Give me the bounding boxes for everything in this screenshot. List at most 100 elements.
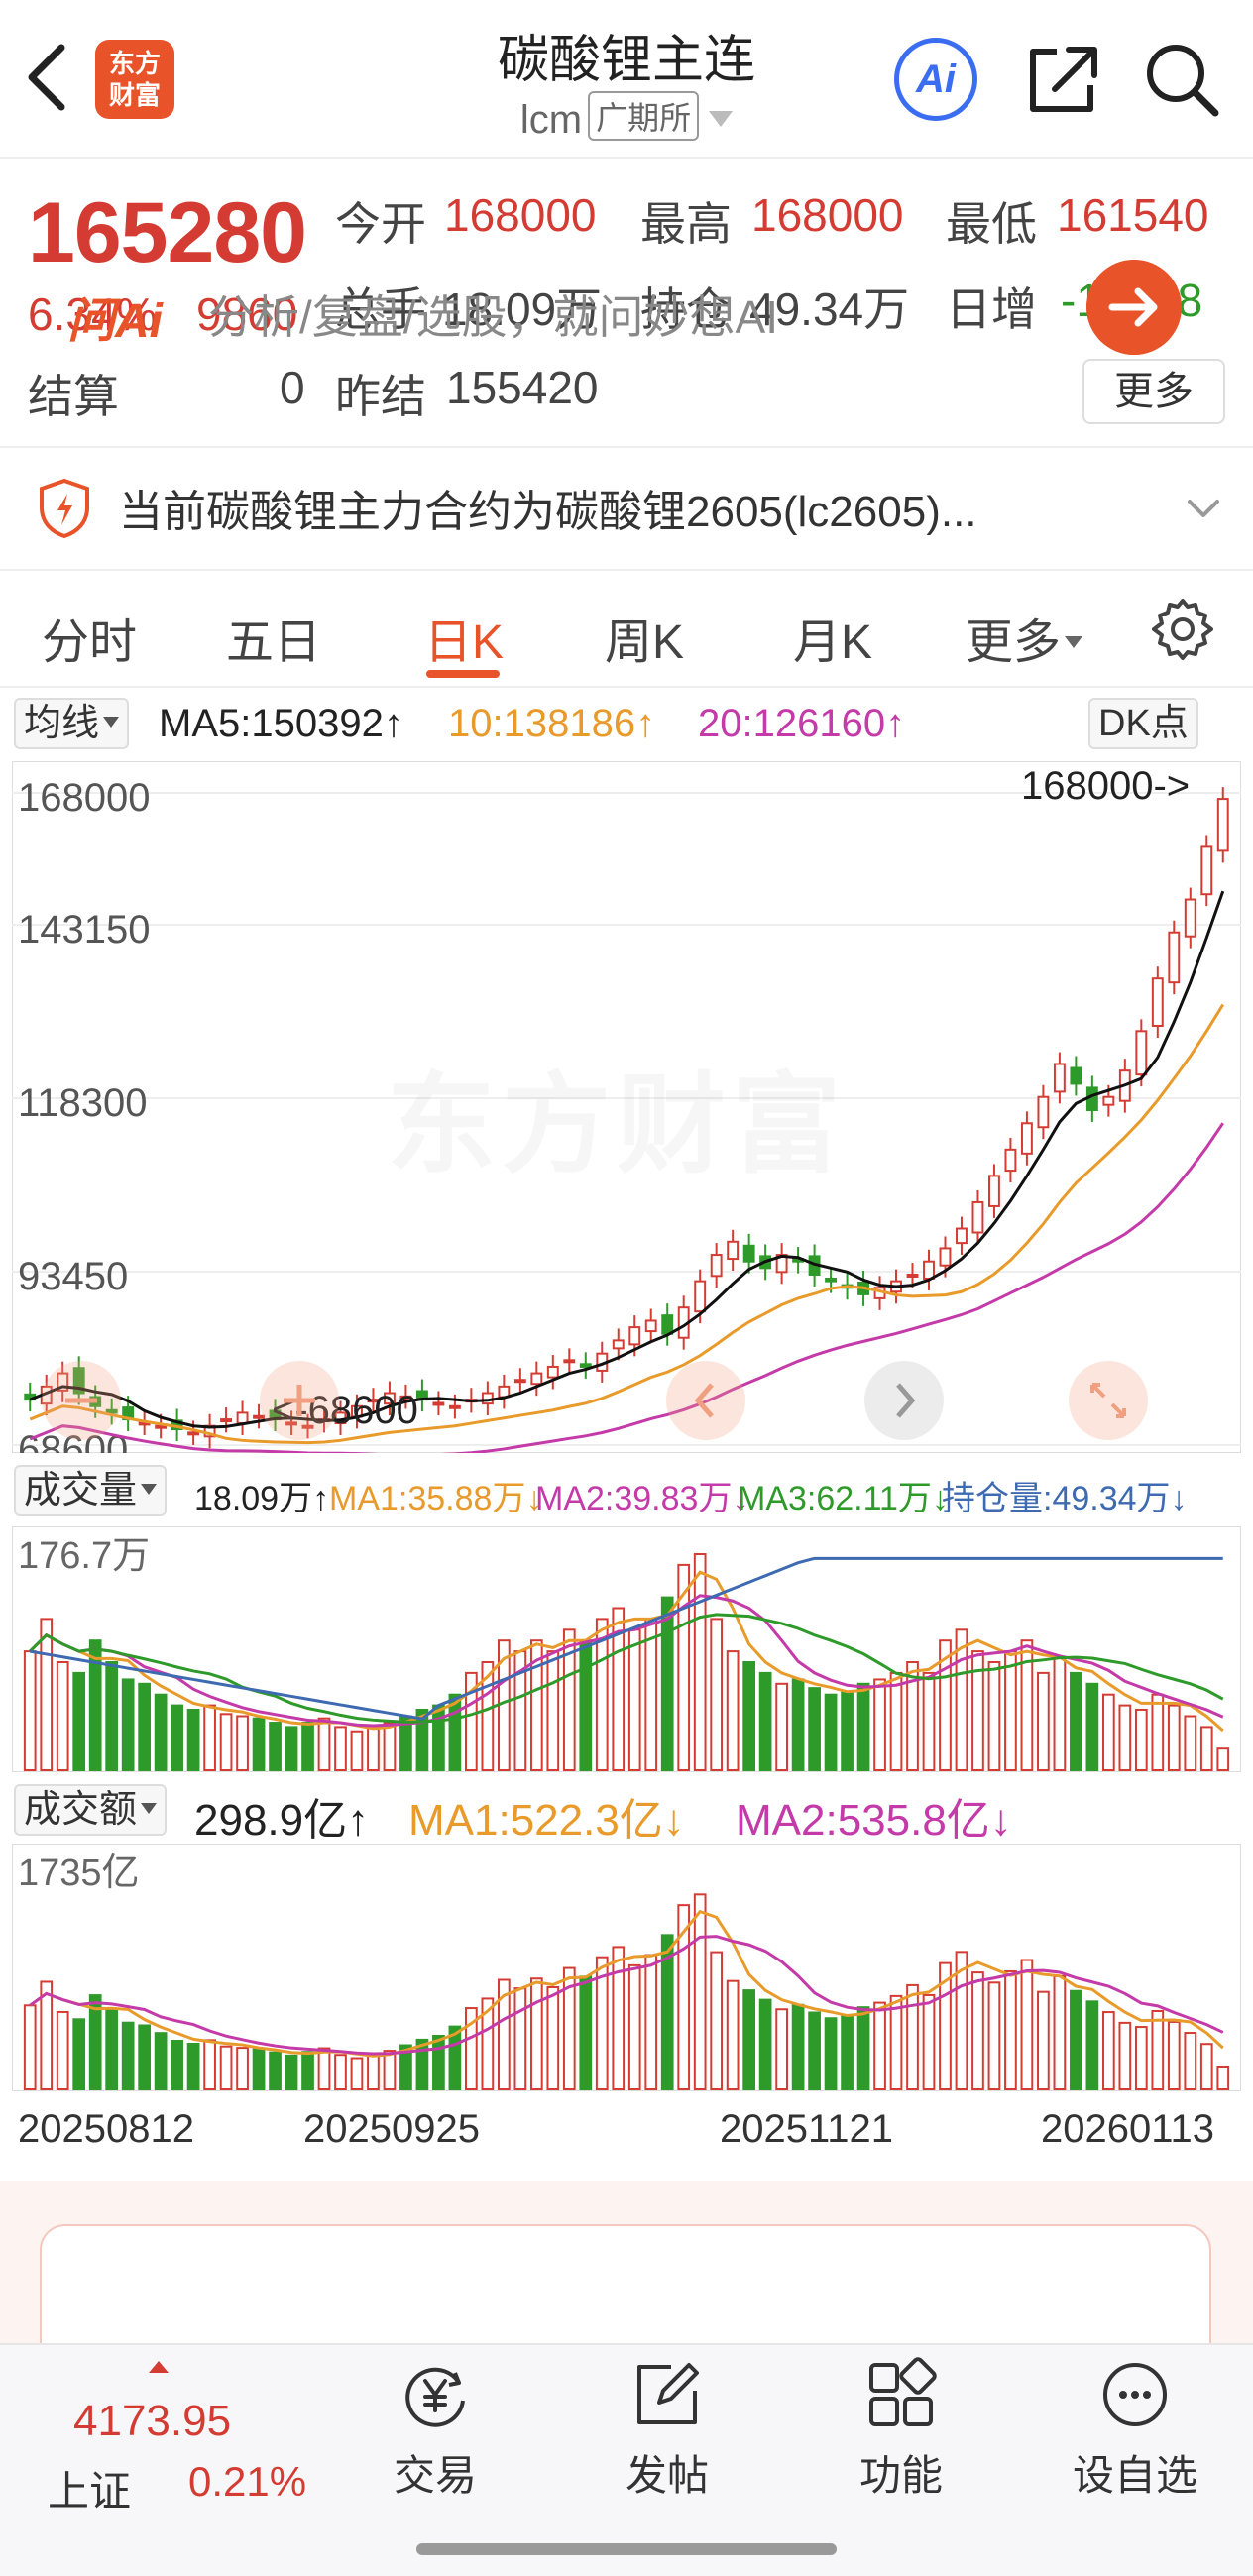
home-indicator (416, 2543, 837, 2555)
volume-bar (497, 1978, 511, 2090)
ai-query-input[interactable]: 分析/复盘/选股，就问妙想AI (208, 291, 779, 343)
gear-icon[interactable] (1150, 597, 1215, 662)
volume-bar (627, 1963, 641, 2090)
candle-body (220, 1418, 233, 1423)
tab-weekly-k[interactable]: 周K (605, 616, 685, 669)
caret-down-icon (141, 1484, 158, 1495)
tab-daily-k[interactable]: 日K (424, 616, 505, 669)
top-header: 东方 财富 碳酸锂主连 lcm 广期所 Ai (0, 0, 1253, 159)
volume-bar (1216, 2066, 1230, 2091)
tab-monthly-k[interactable]: 月K (793, 616, 873, 669)
volume-bar (627, 1628, 641, 1771)
more-quote-button[interactable]: 更多 (1082, 359, 1225, 424)
nav-post[interactable]: 发帖 (593, 2355, 741, 2523)
volume-bar (40, 1618, 54, 1772)
amount-selector[interactable]: 成交额 (14, 1784, 168, 1836)
volume-bar (350, 1730, 364, 1771)
candle-body (988, 1175, 1000, 1207)
volume-bar (317, 1717, 331, 1771)
dropdown-triangle-icon (709, 111, 734, 127)
amount-chart[interactable]: 1735亿 (12, 1844, 1241, 2091)
nav-add-watchlist[interactable]: 设自选 (1061, 2355, 1209, 2523)
nav-functions[interactable]: 功能 (827, 2355, 975, 2523)
chevron-right-button (864, 1361, 944, 1440)
ai-assistant-button[interactable]: Ai (894, 38, 977, 121)
notice-text: 当前碳酸锂主力合约为碳酸锂2605(lc2605)... (119, 488, 977, 536)
volume-bar (317, 2047, 331, 2090)
volume-bar (252, 1717, 266, 1771)
ma5-line (29, 890, 1225, 1429)
search-icon[interactable] (1140, 38, 1223, 121)
volume-bar (1070, 1989, 1082, 2091)
candle-body (399, 1395, 412, 1400)
index-change-pct: 0.21% (188, 2458, 307, 2505)
amount-ma2: MA2:535.8亿↓ (736, 1796, 1012, 1845)
share-icon[interactable] (1021, 38, 1104, 121)
candle-body (579, 1363, 592, 1368)
volume-bar (693, 1893, 707, 2090)
ma-selector[interactable]: 均线 (14, 698, 130, 749)
volume-chart[interactable]: 176.7万 (12, 1526, 1241, 1772)
quote-panel: 165280 6.34% 9860 今开 168000 最高 168000 最低… (0, 161, 1253, 448)
volume-bar (465, 1671, 478, 1771)
volume-bar (1199, 2043, 1213, 2090)
high-marker: 168000-> (1021, 764, 1190, 808)
volume-bar (791, 1678, 805, 1771)
candle-body (236, 1411, 249, 1425)
low-label: 最低 (946, 198, 1037, 250)
candle-body (301, 1424, 314, 1429)
volume-bar (612, 1607, 626, 1771)
volume-bar (546, 1985, 560, 2090)
volume-bar (1020, 1639, 1034, 1771)
volume-bar (644, 1954, 658, 2090)
app-logo: 东方 财富 (95, 40, 174, 119)
volume-bar (432, 1704, 445, 1772)
candle-body (384, 1392, 396, 1405)
candle-body (530, 1372, 543, 1386)
low-marker: <-68600 (272, 1389, 418, 1432)
volume-bar (1184, 2032, 1197, 2091)
volume-bar (922, 1993, 936, 2090)
y-axis-label: 93450 (18, 1255, 128, 1298)
candlestick-chart[interactable]: 168000 143150 118300 93450 68600 168000-> <-68… (12, 761, 1241, 1453)
volume-bar (808, 1687, 821, 1771)
volume-bar (1199, 1726, 1213, 1771)
volume-bar (726, 1979, 740, 2091)
contract-subtitle[interactable]: lcm 广期所 (0, 91, 1253, 143)
volume-bar (939, 1961, 952, 2090)
volume-bar (105, 1661, 119, 1771)
caret-down-icon (103, 717, 120, 728)
volume-bar (906, 1983, 919, 2091)
volume-bar (171, 2039, 183, 2090)
arrow-right-icon[interactable] (1086, 260, 1182, 355)
volume-bar (88, 1639, 102, 1771)
volume-selector[interactable]: 成交量 (14, 1465, 168, 1516)
ma20-value: 20:126160↑ (698, 702, 906, 745)
tab-intraday[interactable]: 分时 (42, 616, 138, 669)
volume-bar (841, 1691, 854, 1772)
back-arrow-icon[interactable] (20, 38, 79, 117)
volume-bar (775, 1682, 788, 1771)
volume-bar (791, 2003, 805, 2090)
volume-bar (252, 2048, 266, 2090)
candle-body (57, 1372, 69, 1392)
date-tick: 20260113 (1041, 2107, 1214, 2151)
amount-ma1: MA1:522.3亿↓ (408, 1796, 685, 1845)
dk-point-button[interactable]: DK点 (1088, 698, 1198, 749)
volume-bar (285, 1726, 298, 1771)
chevron-down-icon[interactable] (1184, 488, 1223, 527)
index-value[interactable]: 4173.95 (73, 2397, 232, 2445)
main-contract-notice[interactable]: 当前碳酸锂主力合约为碳酸锂2605(lc2605)... (0, 448, 1253, 571)
y-axis-label: 168000 (18, 776, 150, 820)
volume-bar (186, 2042, 200, 2091)
tab-more[interactable]: 更多 (966, 603, 1083, 672)
open-label: 今开 (335, 198, 426, 250)
volume-bar (824, 1693, 838, 1771)
tab-five-day[interactable]: 五日 (226, 616, 322, 669)
candle-body (367, 1399, 380, 1403)
volume-ma3-line (29, 1613, 1224, 1724)
dk-point-label: DK点 (1098, 703, 1189, 744)
nav-trade[interactable]: 交易 (361, 2355, 510, 2523)
trade-yen-icon (405, 2367, 465, 2427)
volume-bar (219, 2045, 233, 2091)
